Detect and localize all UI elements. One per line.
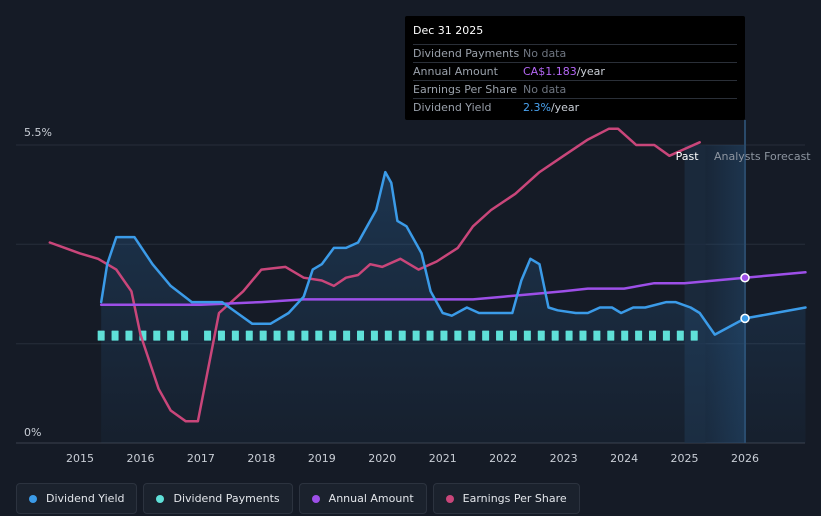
legend-label: Dividend Yield xyxy=(46,492,125,505)
legend-dot-icon xyxy=(445,494,454,503)
legend-dividend-payments[interactable]: Dividend Payments xyxy=(143,483,293,514)
tooltip-row-annual-amount: Annual Amount CA$1.183/year xyxy=(413,62,737,80)
dividend-payment-bar xyxy=(97,330,105,341)
dividend-payment-bar xyxy=(426,330,434,341)
chart-legend: Dividend Yield Dividend Payments Annual … xyxy=(16,483,580,514)
annual-amount-marker xyxy=(740,272,750,283)
dividend-yield-marker xyxy=(740,313,750,324)
tooltip-row-earnings-per-share: Earnings Per Share No data xyxy=(413,80,737,98)
dividend-payment-bar xyxy=(343,330,351,341)
dividend-payment-bar xyxy=(217,330,225,341)
tooltip-label: Dividend Yield xyxy=(413,101,492,114)
tooltip-row-dividend-payments: Dividend Payments No data xyxy=(413,44,737,62)
past-label: Past xyxy=(676,150,700,163)
earnings-per-share-line xyxy=(48,127,701,423)
legend-label: Earnings Per Share xyxy=(462,492,567,505)
dividend-payment-bar xyxy=(649,330,657,341)
dividend-payment-bar xyxy=(468,330,476,341)
dividend-payment-bar xyxy=(370,330,378,341)
dividend-payment-bar xyxy=(496,330,504,341)
dividend-payment-bar xyxy=(621,330,629,341)
x-tick-label: 2018 xyxy=(247,452,275,465)
dividend-payment-bar xyxy=(551,330,559,341)
dividend-payment-bar xyxy=(635,330,643,341)
tooltip-label: Dividend Payments xyxy=(413,47,520,60)
x-tick-label: 2020 xyxy=(368,452,396,465)
dividend-payment-bar xyxy=(329,330,337,341)
dividend-payment-bar xyxy=(384,330,392,341)
tooltip-date: Dec 31 2025 xyxy=(413,24,484,37)
tooltip-value: No data xyxy=(523,83,567,96)
dividend-payment-bar xyxy=(315,330,323,341)
dividend-payment-bar xyxy=(607,330,615,341)
x-tick-label: 2021 xyxy=(429,452,457,465)
legend-earnings-per-share[interactable]: Earnings Per Share xyxy=(432,483,580,514)
dividend-payment-bar xyxy=(125,330,133,341)
dividend-payment-bar xyxy=(509,330,517,341)
dividend-yield-line xyxy=(99,170,807,336)
dividend-payment-bar xyxy=(676,330,684,341)
dividend-payment-bar xyxy=(231,330,239,341)
legend-dot-icon xyxy=(156,494,165,503)
dividend-payment-bar xyxy=(273,330,281,341)
x-tick-label: 2015 xyxy=(66,452,94,465)
x-tick-label: 2019 xyxy=(308,452,336,465)
tooltip-label: Annual Amount xyxy=(413,65,498,78)
dividend-payment-bar xyxy=(523,330,531,341)
tooltip-value: No data xyxy=(523,47,567,60)
dividend-payment-bar xyxy=(412,330,420,341)
dividend-payment-bar xyxy=(579,330,587,341)
dividend-payment-bar xyxy=(398,330,406,341)
y-tick-label: 0% xyxy=(24,426,41,439)
dividend-yield-area xyxy=(101,172,806,443)
dividend-payment-bar xyxy=(662,330,670,341)
legend-label: Dividend Payments xyxy=(173,492,280,505)
dividend-payment-bar xyxy=(245,330,253,341)
legend-label: Annual Amount xyxy=(328,492,414,505)
dividend-payment-bar xyxy=(181,330,189,341)
x-tick-label: 2017 xyxy=(187,452,215,465)
y-tick-label: 5.5% xyxy=(24,126,52,139)
tooltip: Dec 31 2025 Dividend Payments No data An… xyxy=(405,16,745,120)
dividend-payment-bar xyxy=(204,330,212,341)
dividend-payment-bar xyxy=(259,330,267,341)
dividend-payment-bar xyxy=(690,330,698,341)
legend-annual-amount[interactable]: Annual Amount xyxy=(298,483,427,514)
dividend-payment-bar xyxy=(287,330,295,341)
legend-dividend-yield[interactable]: Dividend Yield xyxy=(16,483,138,514)
dividend-payment-bar xyxy=(357,330,365,341)
legend-dot-icon xyxy=(29,494,37,503)
dividend-payment-bar xyxy=(301,330,309,341)
x-tick-label: 2025 xyxy=(671,452,699,465)
tooltip-unit: /year xyxy=(550,101,580,114)
dividend-payment-bar xyxy=(111,330,119,341)
tooltip-row-dividend-yield: Dividend Yield 2.3%/year xyxy=(413,98,737,116)
dividend-payment-bar xyxy=(153,330,161,341)
tooltip-unit: /year xyxy=(576,65,605,78)
dividend-payment-bar xyxy=(593,330,601,341)
dividend-payment-bar xyxy=(482,330,490,341)
x-tick-label: 2016 xyxy=(126,452,154,465)
annual-amount-line xyxy=(99,271,807,307)
dividend-payment-bar xyxy=(454,330,462,341)
forecast-label: Analysts Forecast xyxy=(714,150,811,163)
legend-dot-icon xyxy=(311,494,320,503)
dividend-payment-bar xyxy=(440,330,448,341)
dividend-payment-bar xyxy=(565,330,573,341)
tooltip-value: CA$1.183 xyxy=(523,65,577,78)
x-tick-label: 2022 xyxy=(489,452,517,465)
dividend-payment-bar xyxy=(537,330,545,341)
tooltip-label: Earnings Per Share xyxy=(413,83,518,96)
x-tick-label: 2026 xyxy=(731,452,759,465)
x-tick-label: 2024 xyxy=(610,452,638,465)
dividend-payment-bar xyxy=(167,330,175,341)
x-tick-label: 2023 xyxy=(550,452,578,465)
tooltip-value: 2.3% xyxy=(523,101,551,114)
